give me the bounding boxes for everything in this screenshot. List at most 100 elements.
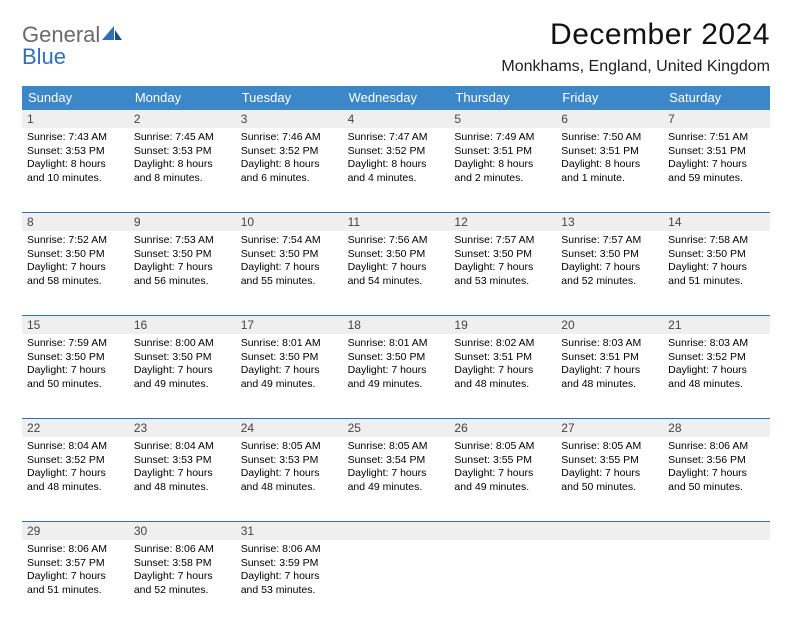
sunrise-text: Sunrise: 7:58 AM: [668, 234, 765, 248]
sunrise-text: Sunrise: 7:54 AM: [241, 234, 338, 248]
sunrise-text: Sunrise: 7:53 AM: [134, 234, 231, 248]
daylight-text: Daylight: 7 hours and 50 minutes.: [27, 364, 124, 391]
weekday-header: Saturday: [663, 86, 770, 110]
sunset-text: Sunset: 3:53 PM: [27, 145, 124, 159]
day-cell: Sunrise: 8:01 AMSunset: 3:50 PMDaylight:…: [343, 334, 450, 418]
day-cell: Sunrise: 8:06 AMSunset: 3:57 PMDaylight:…: [22, 540, 129, 624]
week-row: Sunrise: 7:52 AMSunset: 3:50 PMDaylight:…: [22, 231, 770, 315]
sunrise-text: Sunrise: 8:01 AM: [241, 337, 338, 351]
day-cell-empty: [449, 540, 556, 624]
day-number: 30: [129, 522, 236, 540]
day-number: 28: [663, 419, 770, 437]
sunset-text: Sunset: 3:53 PM: [134, 454, 231, 468]
sunrise-text: Sunrise: 7:46 AM: [241, 131, 338, 145]
day-number: 9: [129, 213, 236, 231]
daylight-text: Daylight: 7 hours and 51 minutes.: [27, 570, 124, 597]
day-number: 3: [236, 110, 343, 128]
day-cell: Sunrise: 7:45 AMSunset: 3:53 PMDaylight:…: [129, 128, 236, 212]
daylight-text: Daylight: 7 hours and 52 minutes.: [561, 261, 658, 288]
sunset-text: Sunset: 3:50 PM: [348, 351, 445, 365]
sunset-text: Sunset: 3:50 PM: [27, 248, 124, 262]
daylight-text: Daylight: 7 hours and 49 minutes.: [134, 364, 231, 391]
calendar-page: General Blue December 2024 Monkhams, Eng…: [0, 0, 792, 634]
daynum-row: 293031: [22, 521, 770, 540]
sunset-text: Sunset: 3:50 PM: [27, 351, 124, 365]
day-number: [663, 522, 770, 540]
sunrise-text: Sunrise: 7:49 AM: [454, 131, 551, 145]
daynum-row: 891011121314: [22, 212, 770, 231]
sunset-text: Sunset: 3:51 PM: [668, 145, 765, 159]
daylight-text: Daylight: 7 hours and 51 minutes.: [668, 261, 765, 288]
sunset-text: Sunset: 3:50 PM: [134, 351, 231, 365]
day-cell-empty: [556, 540, 663, 624]
weekday-header-row: SundayMondayTuesdayWednesdayThursdayFrid…: [22, 86, 770, 110]
day-cell: Sunrise: 8:03 AMSunset: 3:52 PMDaylight:…: [663, 334, 770, 418]
daylight-text: Daylight: 7 hours and 56 minutes.: [134, 261, 231, 288]
day-number: 25: [343, 419, 450, 437]
sunrise-text: Sunrise: 7:52 AM: [27, 234, 124, 248]
sunset-text: Sunset: 3:56 PM: [668, 454, 765, 468]
day-number: 5: [449, 110, 556, 128]
day-number: 7: [663, 110, 770, 128]
day-cell: Sunrise: 8:06 AMSunset: 3:59 PMDaylight:…: [236, 540, 343, 624]
header: General Blue December 2024 Monkhams, Eng…: [22, 18, 770, 76]
sunset-text: Sunset: 3:51 PM: [454, 145, 551, 159]
sunset-text: Sunset: 3:50 PM: [348, 248, 445, 262]
day-cell: Sunrise: 8:02 AMSunset: 3:51 PMDaylight:…: [449, 334, 556, 418]
day-cell: Sunrise: 7:58 AMSunset: 3:50 PMDaylight:…: [663, 231, 770, 315]
day-number: 31: [236, 522, 343, 540]
day-number: 13: [556, 213, 663, 231]
weekday-header: Friday: [556, 86, 663, 110]
sunrise-text: Sunrise: 8:06 AM: [241, 543, 338, 557]
sunset-text: Sunset: 3:51 PM: [561, 145, 658, 159]
daylight-text: Daylight: 7 hours and 50 minutes.: [668, 467, 765, 494]
daylight-text: Daylight: 7 hours and 49 minutes.: [454, 467, 551, 494]
day-number: [343, 522, 450, 540]
sunset-text: Sunset: 3:50 PM: [454, 248, 551, 262]
day-number: [449, 522, 556, 540]
daylight-text: Daylight: 7 hours and 55 minutes.: [241, 261, 338, 288]
weekday-header: Sunday: [22, 86, 129, 110]
day-cell: Sunrise: 8:05 AMSunset: 3:55 PMDaylight:…: [449, 437, 556, 521]
daylight-text: Daylight: 8 hours and 1 minute.: [561, 158, 658, 185]
sunrise-text: Sunrise: 8:05 AM: [561, 440, 658, 454]
week-row: Sunrise: 8:06 AMSunset: 3:57 PMDaylight:…: [22, 540, 770, 624]
weekday-header: Monday: [129, 86, 236, 110]
day-cell: Sunrise: 7:52 AMSunset: 3:50 PMDaylight:…: [22, 231, 129, 315]
day-cell: Sunrise: 7:50 AMSunset: 3:51 PMDaylight:…: [556, 128, 663, 212]
day-cell: Sunrise: 7:59 AMSunset: 3:50 PMDaylight:…: [22, 334, 129, 418]
day-number: 18: [343, 316, 450, 334]
daylight-text: Daylight: 7 hours and 53 minutes.: [454, 261, 551, 288]
sunrise-text: Sunrise: 8:05 AM: [241, 440, 338, 454]
day-number: 20: [556, 316, 663, 334]
daylight-text: Daylight: 7 hours and 50 minutes.: [561, 467, 658, 494]
sunset-text: Sunset: 3:51 PM: [561, 351, 658, 365]
daylight-text: Daylight: 7 hours and 49 minutes.: [348, 467, 445, 494]
sunrise-text: Sunrise: 8:06 AM: [668, 440, 765, 454]
day-cell: Sunrise: 7:57 AMSunset: 3:50 PMDaylight:…: [556, 231, 663, 315]
day-number: 23: [129, 419, 236, 437]
day-number: 6: [556, 110, 663, 128]
calendar-grid: SundayMondayTuesdayWednesdayThursdayFrid…: [22, 86, 770, 624]
day-cell: Sunrise: 7:54 AMSunset: 3:50 PMDaylight:…: [236, 231, 343, 315]
day-number: 10: [236, 213, 343, 231]
weeks-container: 1234567Sunrise: 7:43 AMSunset: 3:53 PMDa…: [22, 110, 770, 624]
daylight-text: Daylight: 8 hours and 10 minutes.: [27, 158, 124, 185]
day-cell: Sunrise: 7:47 AMSunset: 3:52 PMDaylight:…: [343, 128, 450, 212]
sunset-text: Sunset: 3:59 PM: [241, 557, 338, 571]
sunrise-text: Sunrise: 8:00 AM: [134, 337, 231, 351]
brand-name: General Blue: [22, 24, 122, 68]
sunset-text: Sunset: 3:52 PM: [241, 145, 338, 159]
sunrise-text: Sunrise: 8:03 AM: [668, 337, 765, 351]
daylight-text: Daylight: 7 hours and 49 minutes.: [348, 364, 445, 391]
sunset-text: Sunset: 3:50 PM: [561, 248, 658, 262]
daylight-text: Daylight: 7 hours and 48 minutes.: [668, 364, 765, 391]
day-cell: Sunrise: 7:53 AMSunset: 3:50 PMDaylight:…: [129, 231, 236, 315]
sunset-text: Sunset: 3:52 PM: [27, 454, 124, 468]
daylight-text: Daylight: 8 hours and 6 minutes.: [241, 158, 338, 185]
sunset-text: Sunset: 3:50 PM: [241, 351, 338, 365]
sunset-text: Sunset: 3:55 PM: [454, 454, 551, 468]
day-cell: Sunrise: 7:51 AMSunset: 3:51 PMDaylight:…: [663, 128, 770, 212]
day-number: 17: [236, 316, 343, 334]
day-number: 26: [449, 419, 556, 437]
